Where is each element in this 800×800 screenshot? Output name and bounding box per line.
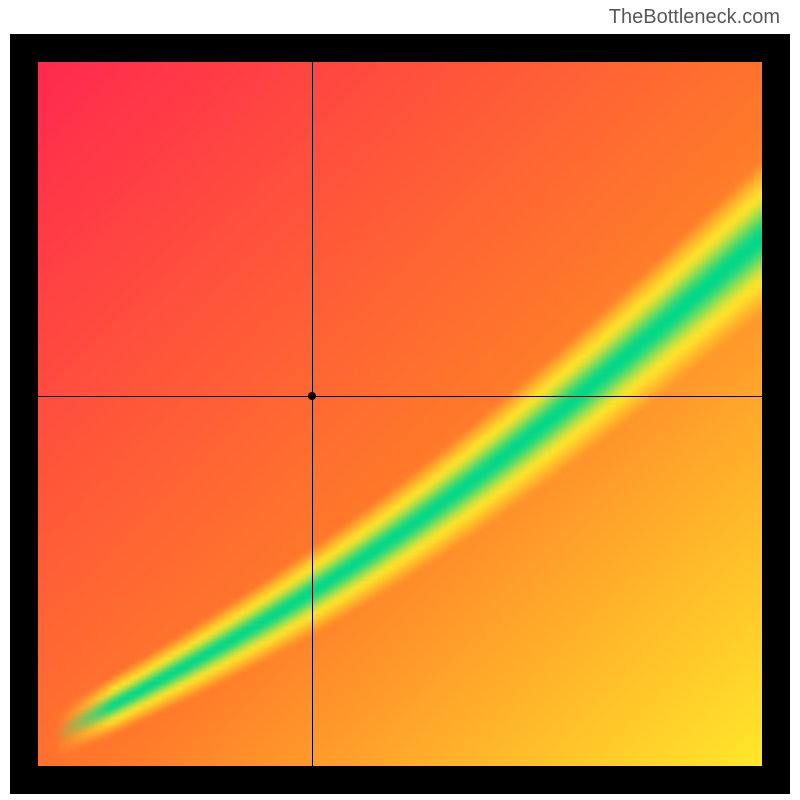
crosshair-marker (308, 392, 316, 400)
heatmap-canvas (38, 62, 762, 766)
crosshair-vertical (312, 62, 313, 766)
crosshair-horizontal (38, 396, 762, 397)
plot-area (38, 62, 762, 766)
chart-container: TheBottleneck.com (0, 0, 800, 800)
watermark-text: TheBottleneck.com (609, 6, 780, 29)
